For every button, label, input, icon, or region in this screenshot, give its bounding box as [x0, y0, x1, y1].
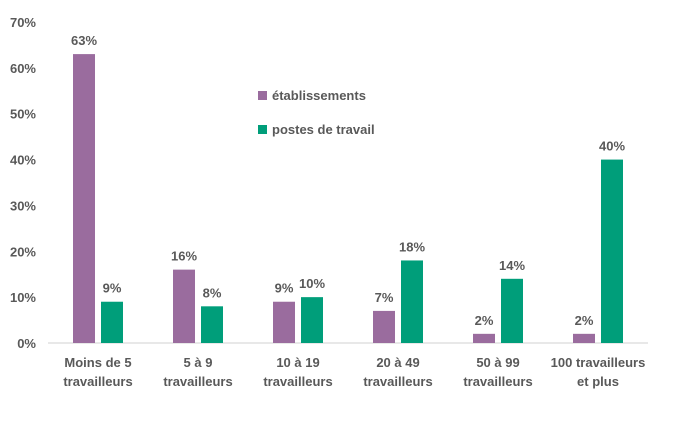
bar-postes-de-travail: [601, 159, 623, 343]
bar-postes-de-travail: [301, 297, 323, 343]
y-tick-label: 50%: [10, 107, 36, 122]
x-category-label: travailleurs: [63, 374, 132, 389]
bar-etablissements: [573, 333, 595, 343]
y-axis: 0% 10% 20% 30% 40% 50% 60% 70%: [10, 15, 36, 351]
x-category-label: 50 à 99: [476, 355, 519, 370]
bar-postes-de-travail: [101, 301, 123, 343]
data-label: 14%: [499, 258, 525, 273]
bar-etablissements: [173, 269, 195, 343]
bars: 63% 9% 16% 8% 9% 10% 7% 18% 2% 14% 2% 40%: [71, 33, 625, 343]
bar-postes-de-travail: [201, 306, 223, 343]
y-tick-label: 30%: [10, 198, 36, 213]
x-category-label: 100 travailleurs: [551, 355, 646, 370]
bar-etablissements: [73, 54, 95, 343]
legend: établissements postes de travail: [258, 88, 375, 137]
y-tick-label: 20%: [10, 244, 36, 259]
data-label: 16%: [171, 249, 197, 264]
legend-label: établissements: [272, 88, 366, 103]
x-category-label: Moins de 5: [64, 355, 131, 370]
x-category-label: et plus: [577, 374, 619, 389]
y-tick-label: 0%: [17, 336, 36, 351]
bar-etablissements: [273, 301, 295, 343]
x-category-label: travailleurs: [163, 374, 232, 389]
y-tick-label: 10%: [10, 290, 36, 305]
data-label: 9%: [275, 281, 294, 296]
y-tick-label: 70%: [10, 15, 36, 30]
y-tick-label: 60%: [10, 61, 36, 76]
bar-postes-de-travail: [501, 278, 523, 343]
legend-swatch: [258, 125, 267, 134]
data-label: 10%: [299, 276, 325, 291]
x-category-label: travailleurs: [463, 374, 532, 389]
x-category-label: travailleurs: [363, 374, 432, 389]
data-label: 2%: [575, 313, 594, 328]
data-label: 18%: [399, 239, 425, 254]
data-label: 2%: [475, 313, 494, 328]
y-tick-label: 40%: [10, 153, 36, 168]
x-category-label: 20 à 49: [376, 355, 419, 370]
x-category-label: 5 à 9: [184, 355, 213, 370]
data-label: 9%: [103, 281, 122, 296]
bar-etablissements: [473, 333, 495, 343]
data-label: 7%: [375, 290, 394, 305]
x-category-label: 10 à 19: [276, 355, 319, 370]
legend-swatch: [258, 91, 267, 100]
data-label: 8%: [203, 285, 222, 300]
legend-label: postes de travail: [272, 122, 375, 137]
x-category-label: travailleurs: [263, 374, 332, 389]
bar-etablissements: [373, 310, 395, 343]
data-label: 40%: [599, 139, 625, 154]
data-label: 63%: [71, 33, 97, 48]
x-axis: Moins de 5 travailleurs 5 à 9 travailleurs 1…: [48, 342, 648, 389]
bar-postes-de-travail: [401, 260, 423, 343]
